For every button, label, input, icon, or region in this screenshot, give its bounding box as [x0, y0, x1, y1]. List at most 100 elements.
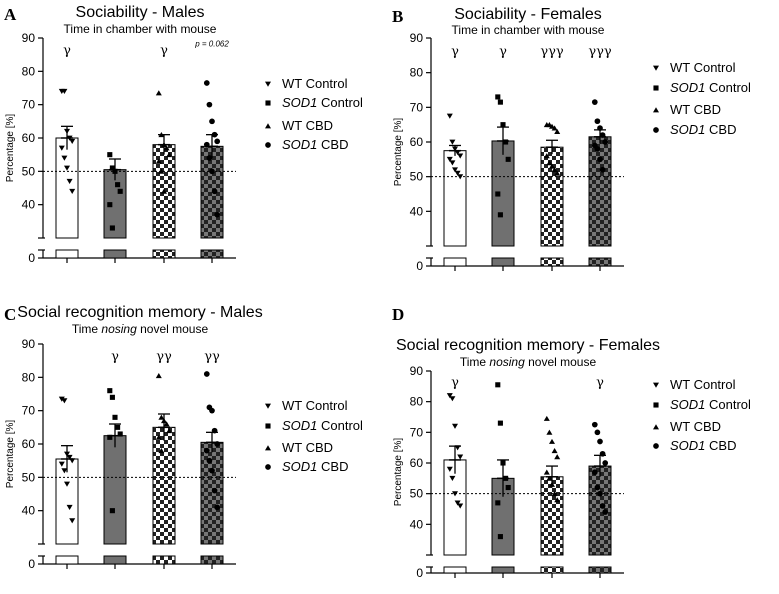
bar-base-square	[491, 257, 515, 267]
legend-symbol-square	[653, 85, 659, 91]
chart-subtitle: Time in chamber with mouse	[64, 22, 217, 36]
subtitle-part: Time	[72, 322, 102, 336]
data-point	[107, 434, 113, 440]
chart-title: Social recognition memory - Males	[17, 304, 262, 321]
legend-label: WT Control	[670, 377, 736, 392]
legend-label-rest: Control	[317, 418, 363, 433]
data-point	[69, 518, 76, 524]
legend-symbol-tri-up	[265, 445, 271, 451]
y-tick-label: 90	[410, 364, 424, 378]
data-point	[497, 212, 503, 218]
data-point	[594, 429, 601, 436]
data-point	[495, 500, 501, 506]
bar-base-tri-up	[152, 249, 176, 259]
significance-annotation: γ	[451, 375, 459, 390]
bar-circle	[200, 441, 224, 545]
data-point	[214, 504, 221, 511]
significance-annotation: γ	[111, 350, 119, 365]
data-point	[209, 118, 215, 125]
data-point	[64, 451, 70, 457]
significance-annotation: γγ	[204, 350, 220, 365]
data-point	[602, 460, 609, 466]
data-point	[203, 80, 210, 86]
data-point	[58, 396, 65, 402]
y-tick-label: 60	[410, 135, 424, 149]
significance-annotation: γ	[499, 44, 507, 59]
legend-label: SOD1 Control	[670, 397, 751, 412]
y-tick-label: 40	[22, 504, 36, 518]
data-point	[546, 475, 553, 481]
data-point	[549, 163, 555, 169]
legend-label: SOD1 Control	[282, 418, 363, 433]
subtitle-part: novel mouse	[137, 322, 209, 336]
legend-label: SOD1 Control	[670, 80, 751, 95]
y-tick-label: 50	[410, 487, 424, 501]
y-tick-label: 80	[22, 64, 36, 78]
data-point	[211, 131, 218, 138]
subtitle-part: nosing	[489, 355, 525, 369]
legend-label-italic: SOD1	[282, 459, 317, 474]
y-tick-label: 70	[410, 100, 424, 114]
data-point	[112, 414, 118, 420]
data-point	[214, 211, 221, 218]
data-point	[158, 168, 165, 174]
data-point	[449, 160, 456, 166]
legend-symbol-tri-down	[653, 65, 659, 71]
subtitle-part: novel mouse	[525, 355, 597, 369]
y-tick-label: 70	[410, 425, 424, 439]
data-point	[597, 490, 603, 497]
y-tick-label: 70	[22, 404, 36, 418]
data-point	[155, 158, 162, 164]
data-point	[551, 125, 558, 131]
data-point	[449, 396, 456, 402]
y-tick-label: 90	[22, 31, 36, 45]
bar-tri-up	[152, 426, 176, 545]
bar-tri-down	[443, 459, 467, 556]
data-point	[454, 500, 461, 506]
data-point	[495, 94, 501, 100]
data-point	[599, 450, 606, 457]
panel-letter: B	[392, 7, 403, 26]
data-point	[211, 427, 218, 434]
bar-base-tri-down	[443, 257, 467, 267]
bar-base-tri-down	[443, 566, 467, 574]
data-point	[115, 424, 121, 430]
bar-square	[103, 435, 127, 545]
data-point	[446, 466, 453, 472]
bar-base-square	[103, 555, 127, 565]
data-point	[597, 125, 603, 131]
data-point	[155, 372, 162, 379]
data-point	[591, 99, 598, 105]
data-point	[449, 475, 456, 482]
data-point	[61, 155, 68, 161]
significance-annotation: γγγ	[588, 44, 612, 59]
legend-label-italic: SOD1	[282, 418, 317, 433]
significance-annotation: γγγ	[540, 44, 564, 59]
legend-symbol-circle	[265, 142, 271, 148]
y-tick-label: 80	[410, 66, 424, 80]
data-point	[211, 487, 218, 494]
data-point	[549, 438, 555, 444]
panel-letter: A	[4, 5, 17, 24]
data-point	[551, 490, 558, 497]
legend-label-italic: SOD1	[282, 95, 317, 110]
data-point	[109, 508, 115, 514]
bar-base-tri-up	[540, 257, 564, 267]
data-point	[452, 423, 458, 429]
legend-label-italic: SOD1	[670, 80, 705, 95]
data-point	[117, 188, 123, 194]
data-point	[497, 420, 503, 426]
data-point	[109, 394, 115, 400]
data-point	[69, 188, 76, 195]
y-tick-label: 0	[28, 557, 35, 571]
legend-label-rest: CBD	[705, 122, 736, 137]
legend-label-rest: Control	[317, 95, 363, 110]
chart-title: Sociability - Females	[454, 6, 602, 23]
panel-letter: C	[4, 305, 16, 324]
data-point	[500, 122, 506, 128]
legend-symbol-square	[265, 423, 271, 429]
data-point	[161, 188, 167, 194]
data-point	[505, 484, 511, 491]
chart-panel-D: D Social recognition memory - FemalesTime…	[392, 305, 751, 580]
legend-label: SOD1 CBD	[670, 438, 736, 453]
